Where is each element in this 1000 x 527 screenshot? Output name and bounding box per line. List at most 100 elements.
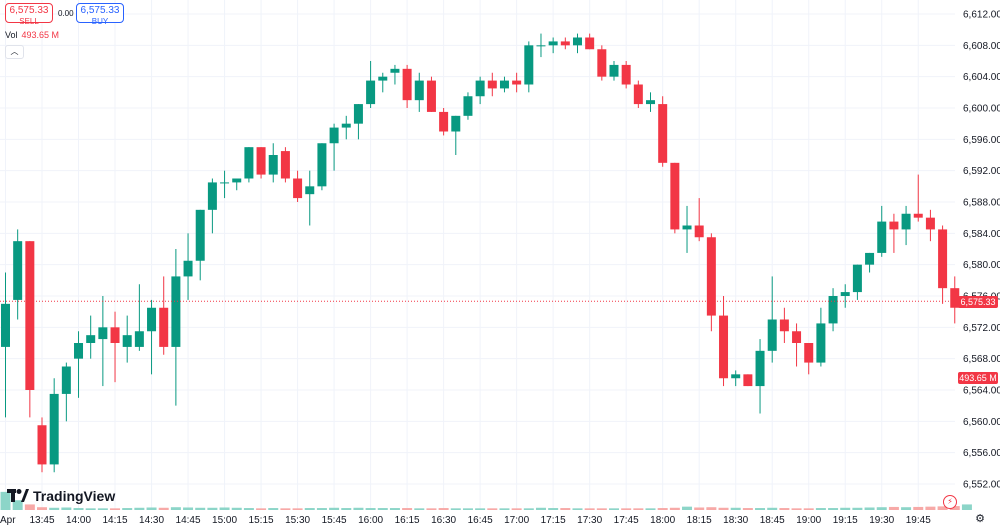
volume-legend-label: Vol	[5, 30, 18, 40]
volume-bar	[365, 508, 376, 510]
time-tick-label: 19:00	[796, 515, 821, 526]
candle-body	[134, 331, 144, 347]
volume-bar	[633, 508, 644, 510]
volume-bar	[110, 508, 121, 510]
candle-body	[852, 264, 862, 293]
volume-bar	[925, 506, 936, 510]
bolt-icon[interactable]: ⚡	[943, 495, 957, 509]
volume-bar	[61, 507, 72, 510]
volume-bar	[24, 504, 35, 510]
volume-bar	[0, 491, 11, 510]
volume-bar	[389, 508, 400, 510]
candle-body	[305, 186, 315, 195]
candle-body	[390, 68, 400, 73]
volume-bar	[876, 507, 887, 510]
time-axis[interactable]: Apr 13:45 14:00 14:15 14:30 14:45 15:00 15:15 15…	[0, 515, 931, 526]
candle-body	[731, 374, 741, 379]
volume-bar	[560, 508, 571, 510]
volume-bar	[535, 507, 546, 510]
candle-body	[524, 45, 534, 85]
candle-body	[658, 104, 668, 163]
volume-bar	[803, 508, 814, 510]
candle-body	[183, 260, 193, 277]
time-tick-label: 17:45	[614, 515, 639, 526]
candle-body	[49, 393, 59, 465]
price-axis[interactable]: 6,612.00 6,608.00 6,604.00 6,600.00 6,596.00…	[963, 10, 1000, 491]
candle-body	[195, 209, 205, 261]
candle-body	[804, 343, 814, 363]
volume-bar	[621, 508, 632, 510]
candle-body	[816, 323, 826, 363]
volume-bar	[523, 508, 534, 510]
candles	[1, 33, 972, 473]
candle-body	[925, 217, 935, 230]
candle-body	[147, 307, 157, 332]
price-tick-label: 6,604.00	[963, 72, 1000, 83]
candle-body	[402, 68, 412, 101]
volume-bar	[462, 508, 473, 510]
price-tick-label: 6,568.00	[963, 354, 1000, 365]
volume-legend[interactable]: Vol 493.65 M	[5, 30, 59, 40]
candle-body	[61, 366, 71, 394]
volume-bar	[414, 508, 425, 510]
volume-bar	[961, 504, 972, 510]
buy-button[interactable]: 6,575.33 BUY	[76, 3, 124, 26]
time-tick-label: 19:15	[833, 515, 858, 526]
candle-body	[268, 155, 278, 175]
candle-body	[560, 41, 570, 46]
volume-bar	[487, 508, 498, 510]
volume-bar	[913, 506, 924, 510]
candle-body	[548, 41, 558, 46]
candle-body	[767, 319, 777, 351]
candle-body	[609, 64, 619, 77]
candle-body	[414, 80, 424, 101]
volume-bar	[329, 507, 340, 510]
volume-bar	[134, 507, 145, 510]
volume-bar	[888, 506, 899, 510]
time-tick-label: 19:30	[869, 515, 894, 526]
volume-bar	[669, 507, 680, 510]
chevron-up-icon[interactable]: ︿	[5, 45, 24, 59]
sell-button[interactable]: 6,575.33 SELL	[5, 3, 53, 26]
candle-body	[317, 143, 327, 187]
volume-bar	[572, 508, 583, 510]
price-tick-label: 6,612.00	[963, 10, 1000, 21]
time-tick-label: 17:15	[541, 515, 566, 526]
volume-bar	[85, 508, 96, 510]
volume-bar	[292, 508, 303, 510]
candle-body	[122, 335, 132, 347]
volume-bar	[341, 508, 352, 510]
volume-bar	[195, 507, 206, 510]
spread-value: 0.00	[58, 9, 74, 18]
volume-bar	[815, 508, 826, 510]
volume-bar	[243, 508, 254, 510]
candle-body	[865, 252, 875, 265]
gear-icon[interactable]: ⚙	[975, 513, 985, 525]
volume-bar	[49, 507, 60, 510]
candle-body	[74, 343, 84, 359]
candle-body	[670, 162, 680, 230]
volume-bar	[207, 507, 218, 510]
volume-bar	[584, 508, 595, 510]
price-tick-label: 6,584.00	[963, 229, 1000, 240]
volume-bar	[682, 506, 693, 510]
time-tick-label: 16:15	[395, 515, 420, 526]
volume-bar	[353, 507, 364, 510]
time-tick-label: 16:00	[358, 515, 383, 526]
volume-bar	[316, 508, 327, 510]
candle-body	[597, 49, 607, 77]
candle-body	[779, 319, 789, 332]
candle-body	[220, 182, 230, 184]
grid-lines	[0, 0, 955, 510]
volume-bar	[864, 507, 875, 510]
time-tick-label: 13:45	[29, 515, 54, 526]
time-tick-label: 15:45	[322, 515, 347, 526]
volume-bar	[170, 507, 181, 510]
time-tick-label: 18:00	[650, 515, 675, 526]
candle-body	[755, 350, 765, 387]
candle-body	[621, 64, 631, 85]
candle-body	[743, 374, 753, 387]
volume-bar	[901, 507, 912, 510]
time-tick-label: 15:00	[212, 515, 237, 526]
